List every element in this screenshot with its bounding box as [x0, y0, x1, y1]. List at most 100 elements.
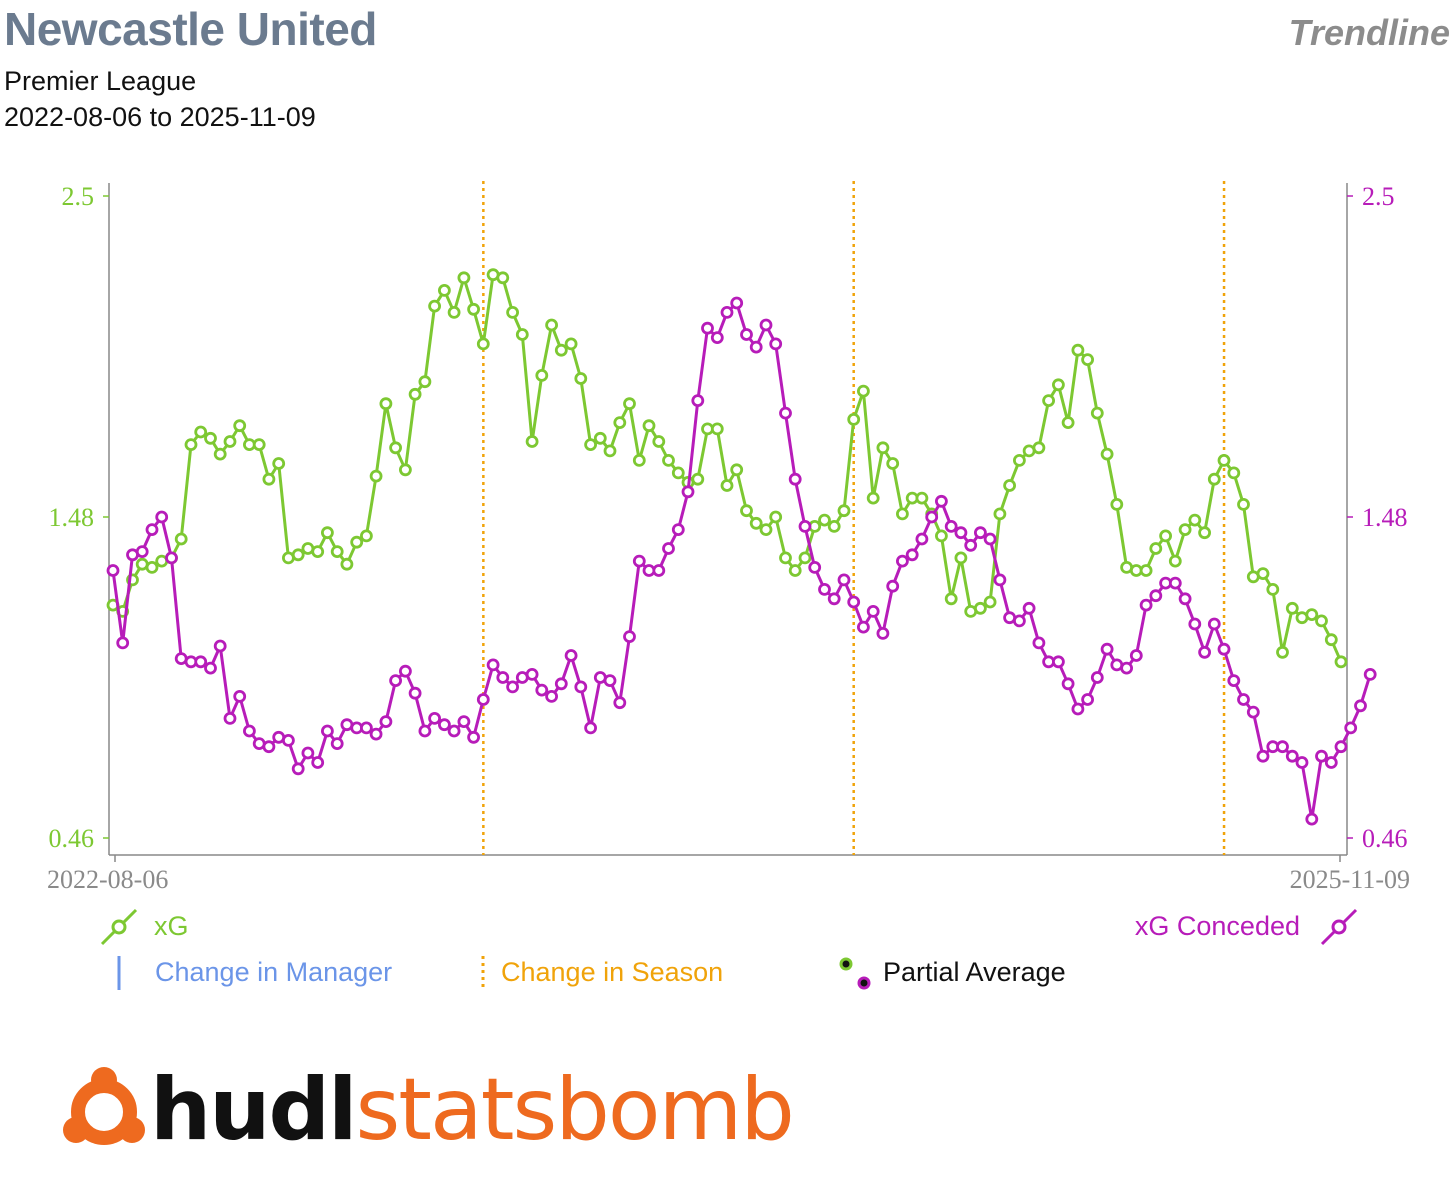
xg-point[interactable]: [233, 419, 247, 433]
xg-conceded-point[interactable]: [389, 674, 403, 687]
xg-point[interactable]: [1227, 466, 1241, 480]
xg-conceded-point[interactable]: [1178, 592, 1192, 606]
xg-conceded-point[interactable]: [281, 734, 295, 747]
xg-conceded-point[interactable]: [1100, 642, 1114, 656]
xg-point[interactable]: [1061, 416, 1075, 430]
xg-point[interactable]: [1081, 353, 1094, 367]
xg-conceded-point[interactable]: [1246, 705, 1260, 719]
xg-conceded-point[interactable]: [506, 680, 519, 694]
xg-point[interactable]: [603, 444, 617, 458]
xg-point[interactable]: [174, 532, 188, 546]
xg-conceded-point[interactable]: [925, 510, 939, 524]
xg-conceded-point[interactable]: [818, 583, 831, 596]
xg-conceded-point[interactable]: [408, 686, 422, 700]
xg-point[interactable]: [847, 412, 861, 426]
xg-conceded-point[interactable]: [311, 756, 325, 769]
xg-conceded-point[interactable]: [525, 668, 539, 681]
xg-point[interactable]: [671, 466, 685, 480]
xg-point[interactable]: [194, 425, 208, 439]
xg-point[interactable]: [788, 564, 802, 577]
xg-point[interactable]: [866, 491, 880, 505]
xg-conceded-point[interactable]: [632, 554, 646, 568]
xg-point[interactable]: [1217, 453, 1231, 467]
xg-conceded-point[interactable]: [1276, 740, 1289, 754]
xg-point[interactable]: [876, 441, 890, 455]
xg-point[interactable]: [1071, 343, 1085, 357]
xg-point[interactable]: [330, 545, 344, 558]
xg-conceded-point[interactable]: [1198, 645, 1211, 659]
xg-point[interactable]: [1149, 542, 1163, 555]
xg-point[interactable]: [944, 592, 958, 606]
xg-conceded-point[interactable]: [291, 762, 305, 776]
xg-conceded-point[interactable]: [330, 737, 344, 750]
xg-conceded-point[interactable]: [808, 561, 822, 574]
xg-conceded-point[interactable]: [145, 523, 159, 536]
xg-conceded-point[interactable]: [1344, 721, 1358, 735]
xg-point[interactable]: [740, 504, 753, 518]
xg-point[interactable]: [896, 507, 909, 521]
xg-point[interactable]: [954, 551, 968, 565]
xg-point[interactable]: [1032, 441, 1046, 455]
xg-conceded-point[interactable]: [603, 674, 617, 687]
xg-conceded-point[interactable]: [944, 520, 958, 533]
xg-conceded-point[interactable]: [935, 494, 948, 508]
xg-conceded-point[interactable]: [584, 721, 597, 735]
xg-point[interactable]: [935, 529, 948, 543]
xg-point[interactable]: [730, 463, 744, 477]
xg-point[interactable]: [1266, 583, 1280, 596]
xg-conceded-point[interactable]: [915, 532, 929, 546]
xg-point[interactable]: [798, 551, 812, 565]
xg-conceded-point[interactable]: [788, 472, 802, 486]
xg-point[interactable]: [827, 520, 841, 533]
xg-conceded-point[interactable]: [1168, 576, 1182, 590]
xg-conceded-point[interactable]: [476, 693, 490, 706]
xg-point[interactable]: [1324, 633, 1338, 647]
xg-point[interactable]: [1237, 497, 1250, 511]
xg-point[interactable]: [886, 457, 900, 470]
xg-conceded-point[interactable]: [418, 724, 432, 738]
xg-point[interactable]: [1334, 655, 1348, 669]
xg-conceded-point[interactable]: [749, 340, 763, 354]
xg-conceded-point[interactable]: [983, 532, 997, 546]
xg-point[interactable]: [320, 526, 334, 540]
xg-conceded-point[interactable]: [623, 630, 636, 643]
xg-conceded-point[interactable]: [1207, 617, 1221, 631]
xg-point[interactable]: [818, 513, 831, 527]
xg-conceded-point[interactable]: [974, 526, 987, 540]
xg-point[interactable]: [1305, 608, 1319, 621]
xg-conceded-point[interactable]: [262, 740, 276, 754]
xg-conceded-point[interactable]: [866, 605, 880, 618]
xg-conceded-point[interactable]: [194, 655, 208, 669]
xg-conceded-point[interactable]: [993, 573, 1007, 587]
xg-point[interactable]: [652, 435, 666, 448]
xg-conceded-point[interactable]: [759, 318, 773, 332]
xg-conceded-point[interactable]: [467, 730, 481, 744]
xg-point[interactable]: [496, 271, 510, 285]
xg-conceded-point[interactable]: [213, 639, 227, 653]
xg-point[interactable]: [1198, 526, 1211, 540]
xg-conceded-point[interactable]: [720, 305, 734, 319]
xg-conceded-point[interactable]: [1081, 693, 1094, 706]
xg-conceded-point[interactable]: [1090, 671, 1104, 684]
xg-point[interactable]: [837, 504, 851, 518]
xg-point[interactable]: [1139, 564, 1153, 577]
xg-conceded-point[interactable]: [964, 538, 978, 552]
xg-point[interactable]: [1013, 453, 1026, 467]
xg-conceded-point[interactable]: [1139, 598, 1153, 612]
xg-conceded-point[interactable]: [671, 523, 685, 536]
xg-point[interactable]: [574, 372, 588, 385]
xg-conceded-point[interactable]: [1149, 589, 1163, 603]
xg-conceded-point[interactable]: [486, 658, 500, 672]
xg-point[interactable]: [769, 510, 783, 524]
xg-conceded-point[interactable]: [457, 715, 471, 728]
xg-conceded-point[interactable]: [359, 721, 373, 735]
xg-conceded-point[interactable]: [691, 394, 705, 408]
xg-point[interactable]: [974, 601, 987, 615]
xg-point[interactable]: [262, 472, 276, 486]
xg-conceded-point[interactable]: [905, 548, 919, 562]
xg-point[interactable]: [642, 419, 656, 433]
xg-point[interactable]: [1178, 523, 1192, 536]
xg-conceded-point[interactable]: [1022, 601, 1036, 615]
xg-conceded-point[interactable]: [301, 746, 315, 760]
xg-conceded-point[interactable]: [1120, 661, 1133, 675]
